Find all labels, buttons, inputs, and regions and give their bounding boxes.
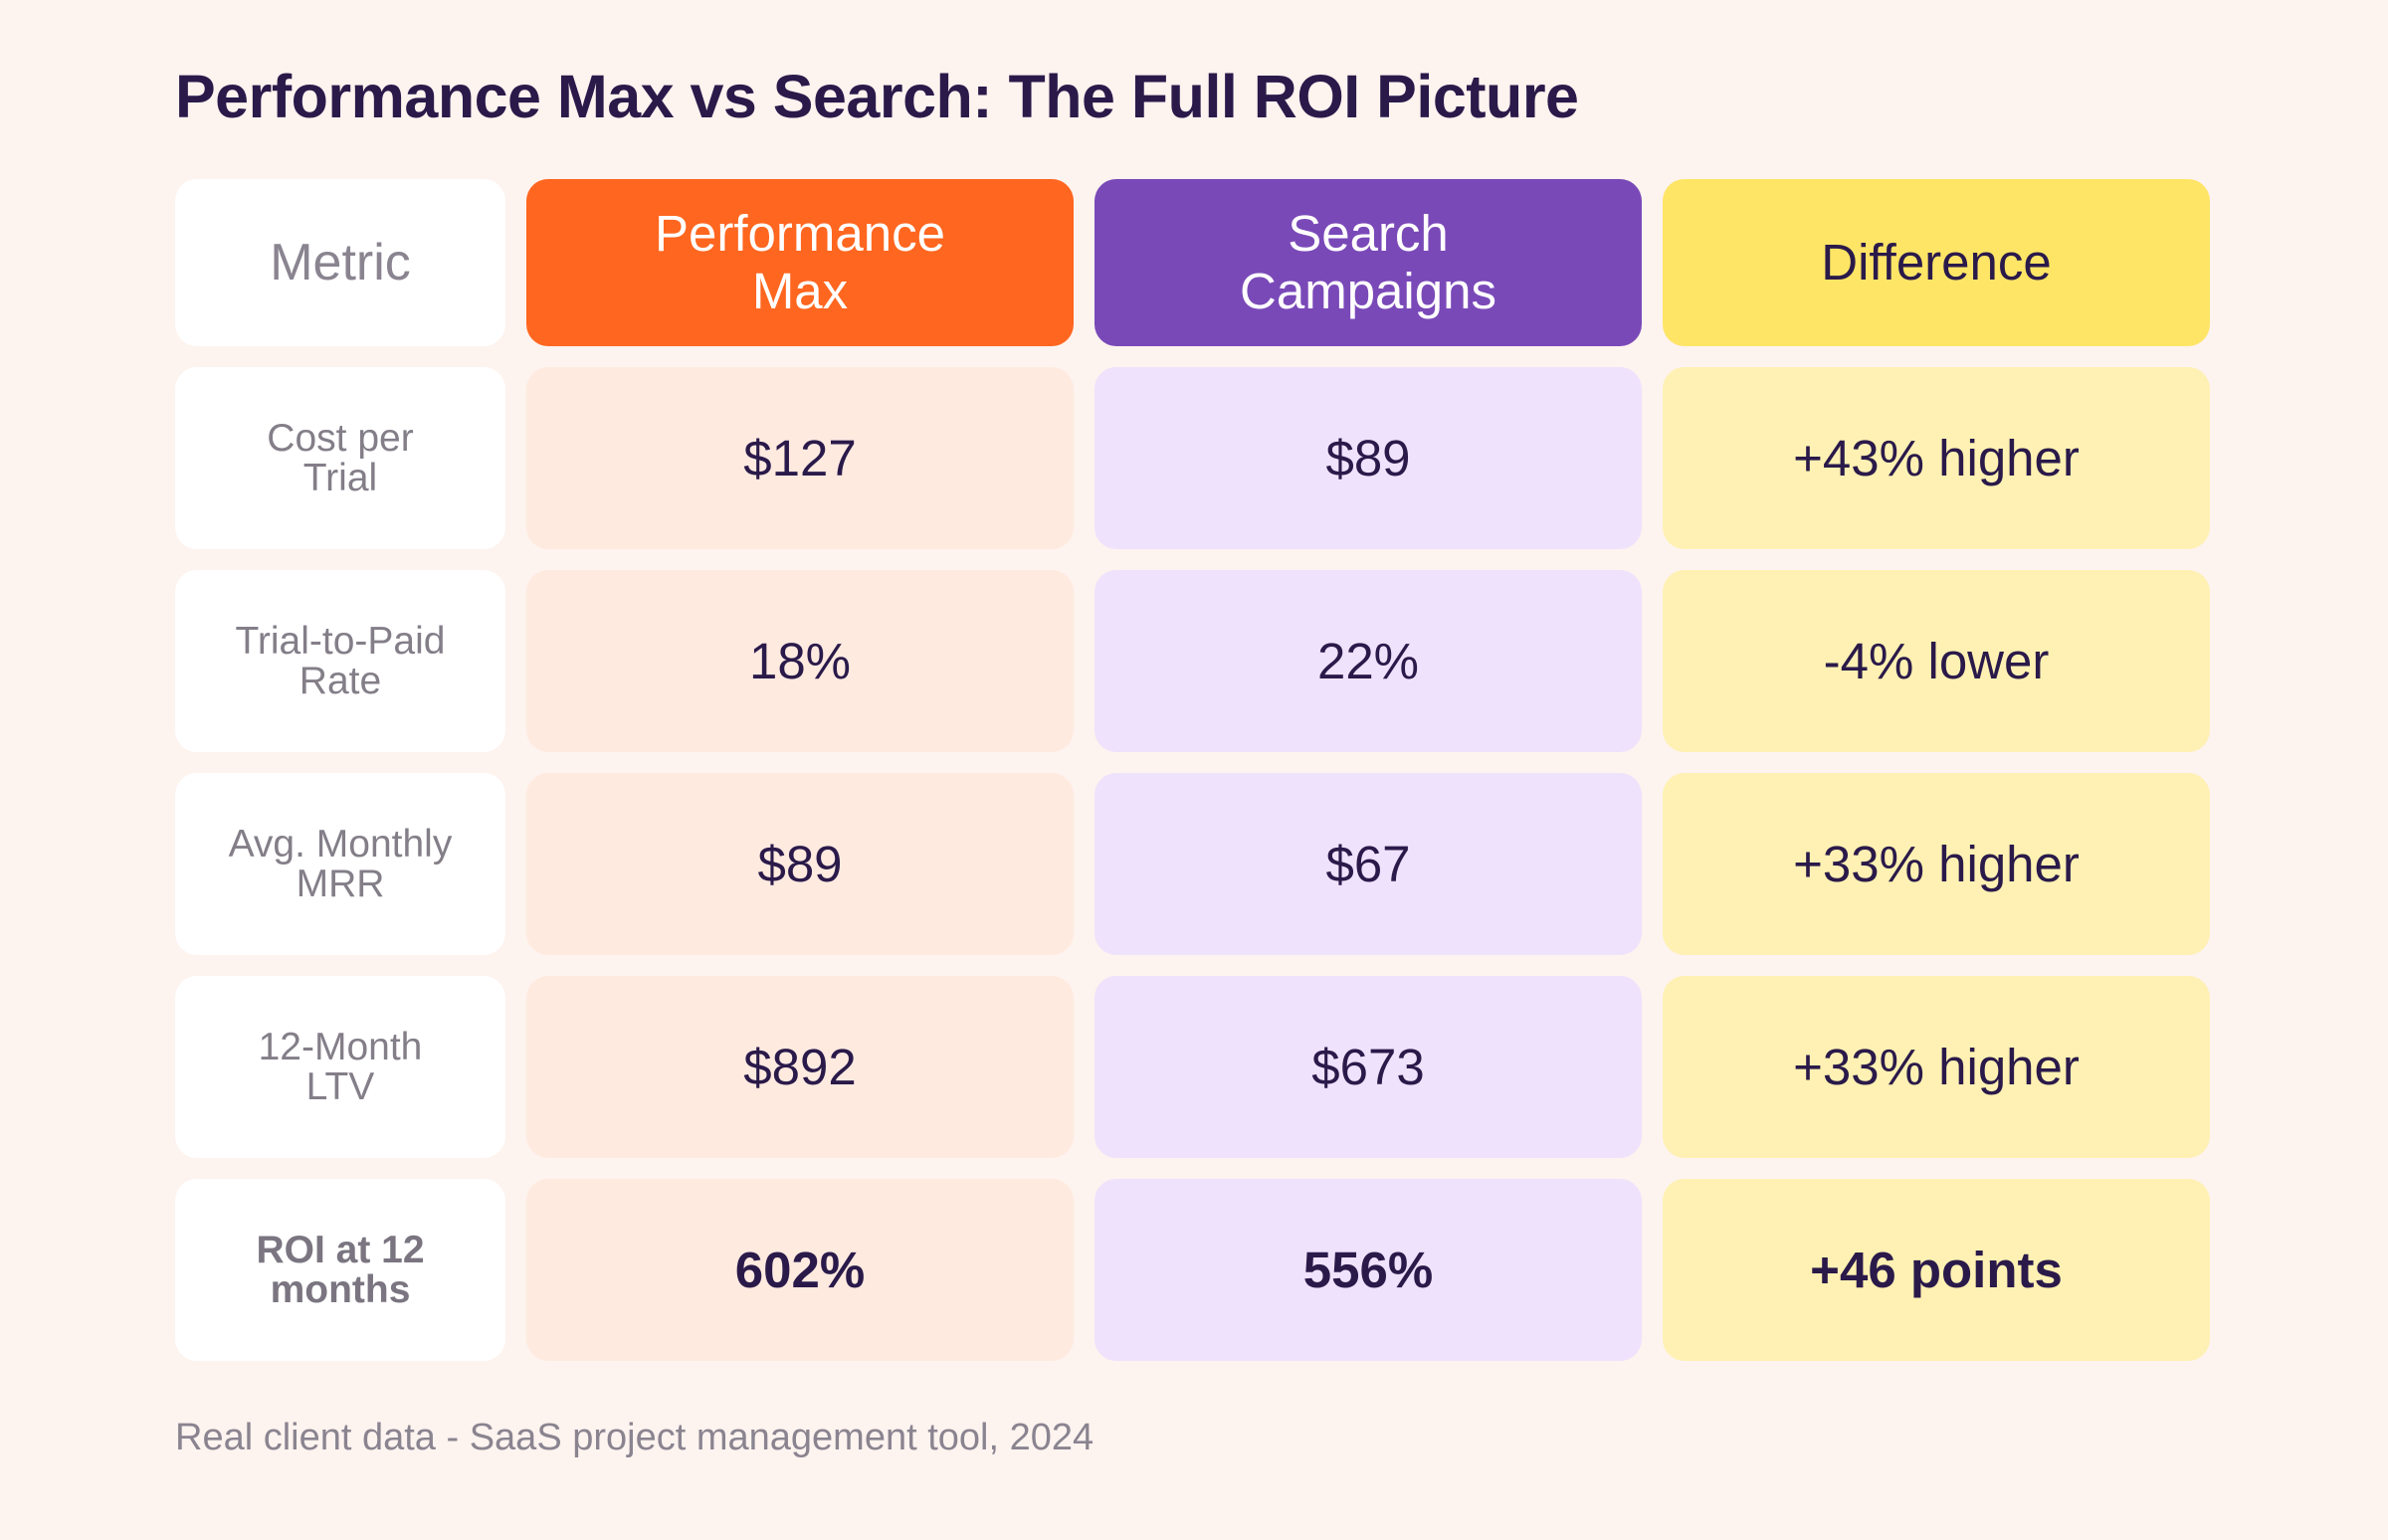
row-label-roi: ROI at 12 months bbox=[175, 1179, 505, 1361]
cell-diff-ltv: +33% higher bbox=[1663, 976, 2210, 1158]
row-label-text: Avg. Monthly MRR bbox=[228, 822, 453, 905]
row-label-text: 12-Month LTV bbox=[258, 1025, 423, 1108]
row-label-text: Cost per Trial bbox=[267, 416, 414, 499]
source-footnote: Real client data - SaaS project manageme… bbox=[175, 1417, 1094, 1458]
cell-diff-roi: +46 points bbox=[1663, 1179, 2210, 1361]
header-performance-max-label: Performance Max bbox=[655, 205, 945, 319]
cell-diff-trial-to-paid: -4% lower bbox=[1663, 570, 2210, 752]
cell-search-cost-per-trial: $89 bbox=[1094, 367, 1642, 549]
comparison-table: Metric Performance Max Search Campaigns … bbox=[175, 179, 2210, 1361]
cell-search-monthly-mrr: $67 bbox=[1094, 773, 1642, 955]
row-label-trial-to-paid: Trial-to-Paid Rate bbox=[175, 570, 505, 752]
header-search-campaigns: Search Campaigns bbox=[1094, 179, 1642, 346]
cell-search-ltv: $673 bbox=[1094, 976, 1642, 1158]
row-label-ltv: 12-Month LTV bbox=[175, 976, 505, 1158]
header-search-campaigns-label: Search Campaigns bbox=[1240, 205, 1496, 319]
page-title: Performance Max vs Search: The Full ROI … bbox=[175, 63, 1579, 130]
row-label-monthly-mrr: Avg. Monthly MRR bbox=[175, 773, 505, 955]
header-difference: Difference bbox=[1663, 179, 2210, 346]
row-label-text: ROI at 12 months bbox=[256, 1228, 425, 1311]
cell-search-roi: 556% bbox=[1094, 1179, 1642, 1361]
cell-diff-cost-per-trial: +43% higher bbox=[1663, 367, 2210, 549]
cell-pmax-trial-to-paid: 18% bbox=[526, 570, 1074, 752]
header-performance-max: Performance Max bbox=[526, 179, 1074, 346]
row-label-cost-per-trial: Cost per Trial bbox=[175, 367, 505, 549]
header-metric: Metric bbox=[175, 179, 505, 346]
cell-pmax-monthly-mrr: $89 bbox=[526, 773, 1074, 955]
cell-pmax-ltv: $892 bbox=[526, 976, 1074, 1158]
cell-diff-monthly-mrr: +33% higher bbox=[1663, 773, 2210, 955]
cell-pmax-cost-per-trial: $127 bbox=[526, 367, 1074, 549]
cell-pmax-roi: 602% bbox=[526, 1179, 1074, 1361]
row-label-text: Trial-to-Paid Rate bbox=[235, 619, 446, 702]
cell-search-trial-to-paid: 22% bbox=[1094, 570, 1642, 752]
